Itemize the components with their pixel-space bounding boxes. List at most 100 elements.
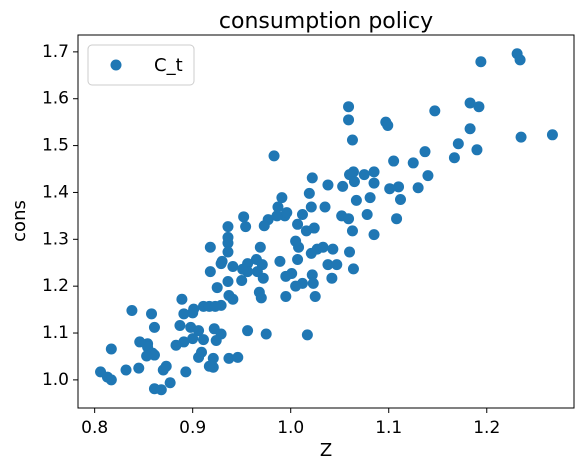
point [475, 56, 487, 68]
point [473, 101, 485, 113]
point [223, 352, 235, 364]
point [242, 325, 254, 337]
point [193, 325, 205, 337]
point [222, 246, 234, 258]
point [227, 260, 239, 272]
point [222, 275, 234, 287]
point [155, 384, 167, 396]
point [290, 280, 302, 292]
x-tick-label: 1.0 [277, 418, 304, 438]
point [222, 237, 234, 249]
point [105, 374, 117, 386]
point [254, 241, 266, 253]
point [258, 220, 270, 232]
y-tick-label: 1.6 [42, 89, 69, 109]
point [346, 225, 358, 237]
point [178, 308, 190, 320]
point [305, 201, 317, 213]
legend-label: C_t [154, 55, 183, 76]
point [187, 333, 199, 345]
point [382, 119, 394, 131]
point [126, 305, 138, 317]
point [546, 129, 558, 141]
point [157, 364, 169, 376]
point [296, 208, 308, 220]
point [257, 272, 269, 284]
point [471, 144, 483, 156]
y-tick-label: 1.1 [42, 323, 69, 343]
point [260, 328, 272, 340]
plot-frame [77, 34, 575, 409]
point [164, 377, 176, 389]
point [322, 259, 334, 271]
x-tick-label: 0.9 [179, 418, 206, 438]
point [364, 192, 376, 204]
y-tick-label: 1.0 [42, 370, 69, 390]
y-axis-label: cons [9, 200, 30, 242]
y-tick-label: 1.3 [42, 229, 69, 249]
point [322, 179, 334, 191]
point [419, 146, 431, 158]
point [146, 308, 158, 320]
point [388, 155, 400, 167]
point [331, 259, 343, 271]
point [237, 263, 249, 275]
point [255, 292, 267, 304]
point [309, 290, 321, 302]
point [368, 166, 380, 178]
point [394, 193, 406, 205]
point [422, 170, 434, 182]
y-tick-label: 1.5 [42, 136, 69, 156]
point [120, 364, 132, 376]
point [141, 350, 153, 362]
point [337, 180, 349, 192]
point [429, 105, 441, 117]
point [343, 101, 355, 113]
x-tick-label: 1.2 [473, 418, 500, 438]
point [227, 293, 239, 305]
point [236, 275, 248, 287]
point [105, 343, 117, 355]
point [306, 269, 318, 281]
point [280, 290, 292, 302]
point [515, 131, 527, 143]
point [204, 266, 216, 278]
x-tick-label: 1.1 [375, 418, 402, 438]
point [343, 114, 355, 126]
point [384, 183, 396, 195]
x-axis-label: Z [320, 440, 332, 461]
point [276, 192, 288, 204]
point [327, 243, 339, 255]
point [271, 210, 283, 222]
point [292, 253, 304, 265]
point [326, 272, 338, 284]
point [301, 329, 313, 341]
point [272, 201, 284, 213]
point [134, 336, 146, 348]
point [170, 339, 182, 351]
point [238, 211, 250, 223]
point [317, 241, 329, 253]
point [197, 334, 209, 346]
legend-box [87, 44, 195, 86]
point [303, 187, 315, 199]
point [343, 213, 355, 225]
point [464, 97, 476, 109]
point [346, 134, 358, 146]
point [358, 169, 370, 181]
point [232, 351, 244, 363]
point [306, 172, 318, 184]
point [188, 303, 200, 315]
point [274, 255, 286, 267]
point [393, 181, 405, 193]
point [305, 247, 317, 259]
point [281, 207, 293, 219]
point [193, 351, 205, 363]
y-tick-label: 1.7 [42, 42, 69, 62]
point [391, 213, 403, 225]
y-tick-label: 1.4 [42, 182, 69, 202]
point [350, 194, 362, 206]
point [204, 241, 216, 253]
point [347, 263, 359, 275]
